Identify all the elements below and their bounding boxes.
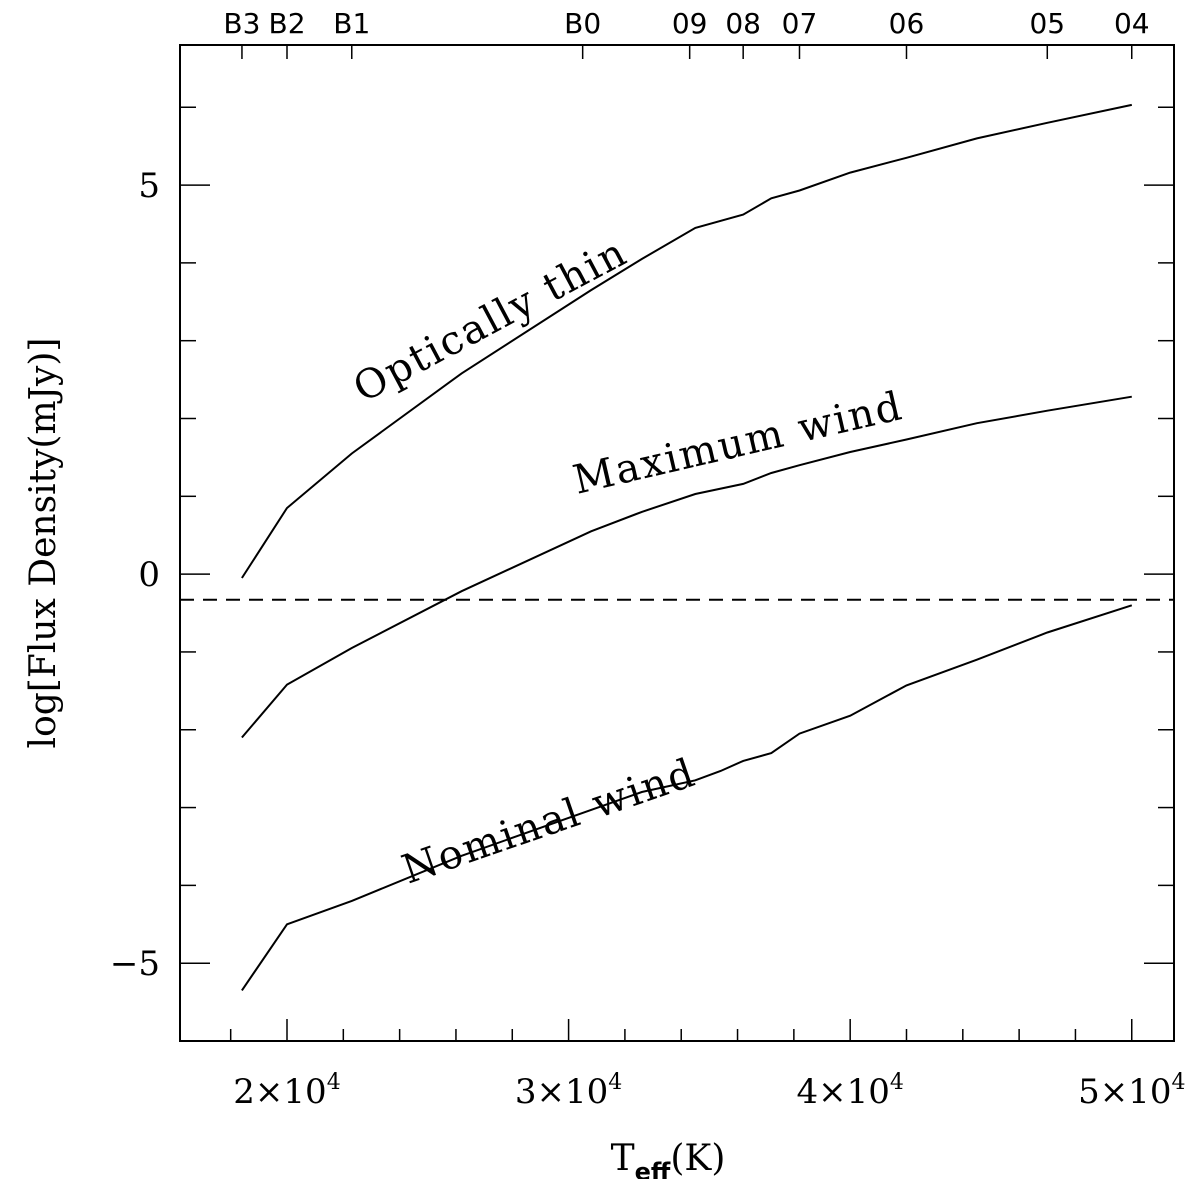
spectral-type-label: B2 bbox=[268, 7, 305, 40]
spectral-type-labels: B3 B2 B1 B0 09 08 07 06 05 04 bbox=[223, 7, 1149, 40]
spectral-type-label: 07 bbox=[782, 7, 818, 40]
spectral-type-label: 04 bbox=[1114, 7, 1150, 40]
tick-marks bbox=[180, 45, 1174, 1041]
x-tick-label: 5×104 bbox=[1078, 1070, 1185, 1112]
y-tick-label: 0 bbox=[138, 555, 160, 595]
spectral-type-label: 05 bbox=[1029, 7, 1065, 40]
spectral-type-label: B0 bbox=[564, 7, 601, 40]
x-tick-label: 3×104 bbox=[515, 1070, 622, 1112]
x-tick-label: 4×104 bbox=[796, 1070, 903, 1112]
plot-frame bbox=[179, 44, 1175, 1042]
series-line bbox=[241, 395, 1132, 739]
curve-label: Optically thin bbox=[346, 229, 635, 412]
series-line bbox=[241, 604, 1133, 991]
y-tick-label: −5 bbox=[110, 944, 160, 984]
curve-label: Nominal wind bbox=[396, 750, 702, 894]
x-axis-label-subscript: eff bbox=[635, 1158, 671, 1179]
spectral-type-label: B1 bbox=[333, 7, 370, 40]
x-tick-label: 2×104 bbox=[233, 1070, 340, 1112]
spectral-type-label: B3 bbox=[223, 7, 260, 40]
y-tick-label: 5 bbox=[138, 166, 160, 206]
series-line bbox=[241, 103, 1133, 579]
spectral-type-label: 09 bbox=[672, 7, 708, 40]
spectral-type-label: 08 bbox=[725, 7, 761, 40]
y-axis-label: log[Flux Density(mJy)] bbox=[23, 338, 64, 749]
tick-labels: 2×104 3×104 4×104 5×104 −5 0 5 bbox=[110, 166, 1186, 1112]
series-lines bbox=[180, 103, 1174, 991]
x-axis-label-symbol: T bbox=[611, 1138, 635, 1179]
x-axis-label-unit: (K) bbox=[670, 1138, 725, 1179]
x-axis-label: Teff(K) bbox=[611, 1138, 726, 1179]
spectral-type-label: 06 bbox=[889, 7, 925, 40]
